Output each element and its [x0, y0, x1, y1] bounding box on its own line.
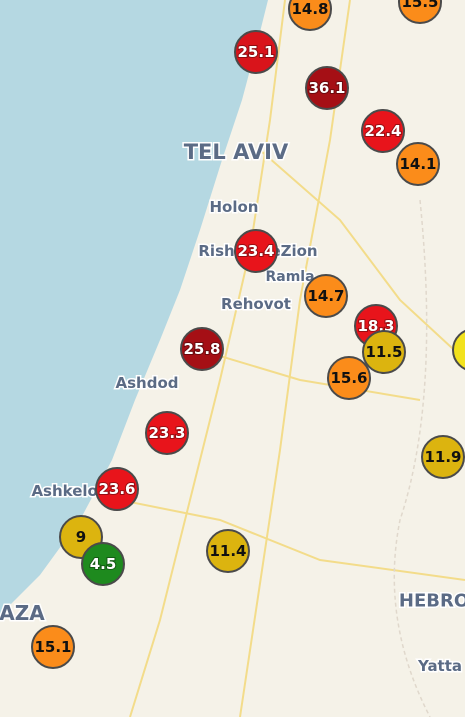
- marker-circle: [305, 66, 349, 110]
- marker[interactable]: 14.1: [396, 142, 440, 186]
- place-label: TEL AVIV: [184, 140, 289, 164]
- marker-circle: [145, 411, 189, 455]
- marker[interactable]: 25.1: [234, 30, 278, 74]
- marker-circle: [180, 327, 224, 371]
- sea: [0, 0, 268, 615]
- marker-value: 22.4: [364, 122, 401, 140]
- marker-circle: [95, 467, 139, 511]
- marker-circle: [421, 435, 465, 479]
- place-label: Ashkelon: [31, 482, 108, 500]
- marker-partial: [452, 329, 465, 371]
- marker-value: 23.6: [98, 480, 135, 498]
- marker-circle: [31, 625, 75, 669]
- marker-circle: [81, 542, 125, 586]
- place-label: Ramla: [265, 269, 314, 285]
- marker-value: 9: [76, 528, 86, 546]
- marker-value: 23.4: [237, 242, 274, 260]
- marker-value: 14.7: [307, 287, 344, 305]
- marker-circle: [234, 229, 278, 273]
- marker[interactable]: 23.4: [234, 229, 278, 273]
- marker-value: 23.3: [148, 424, 185, 442]
- marker[interactable]: 11.5: [362, 330, 406, 374]
- place-label: Holon: [210, 198, 259, 216]
- marker-value: 11.4: [209, 542, 246, 560]
- marker-value: 11.9: [424, 448, 461, 466]
- boundary: [393, 199, 431, 717]
- marker-circle: [234, 30, 278, 74]
- marker-value: 25.8: [183, 340, 220, 358]
- marker-value: 15.6: [330, 369, 367, 387]
- marker-circle: [396, 142, 440, 186]
- marker[interactable]: 22.4: [361, 109, 405, 153]
- place-label: Yatta: [417, 657, 462, 675]
- marker[interactable]: 15.5: [398, 0, 442, 24]
- marker-circle: [361, 109, 405, 153]
- marker-circle: [288, 0, 332, 31]
- marker-value: 14.8: [291, 0, 328, 18]
- place-label: HEBRO: [399, 591, 465, 612]
- marker-value: 4.5: [90, 555, 117, 573]
- place-label: Rehovot: [221, 295, 291, 313]
- marker-value: 11.5: [365, 343, 402, 361]
- place-label: AZA: [0, 601, 45, 625]
- marker[interactable]: 25.8: [180, 327, 224, 371]
- marker[interactable]: 14.7: [304, 274, 348, 318]
- marker[interactable]: 15.1: [31, 625, 75, 669]
- marker[interactable]: 36.1: [305, 66, 349, 110]
- marker-value: 25.1: [237, 43, 274, 61]
- marker-circle: [362, 330, 406, 374]
- marker[interactable]: 15.6: [327, 356, 371, 400]
- marker[interactable]: 23.3: [145, 411, 189, 455]
- marker-value: 15.1: [34, 638, 71, 656]
- marker[interactable]: 14.8: [288, 0, 332, 31]
- marker-value: 36.1: [308, 79, 345, 97]
- marker[interactable]: 11.9: [421, 435, 465, 479]
- marker-circle: [304, 274, 348, 318]
- marker-circle: [398, 0, 442, 24]
- marker[interactable]: 4.5: [81, 542, 125, 586]
- marker-circle: [327, 356, 371, 400]
- place-label: Ashdod: [116, 374, 179, 392]
- marker-circle: [206, 529, 250, 573]
- marker[interactable]: 11.4: [206, 529, 250, 573]
- marker-value: 14.1: [399, 155, 436, 173]
- marker-value: 15.5: [401, 0, 438, 11]
- marker[interactable]: 23.6: [95, 467, 139, 511]
